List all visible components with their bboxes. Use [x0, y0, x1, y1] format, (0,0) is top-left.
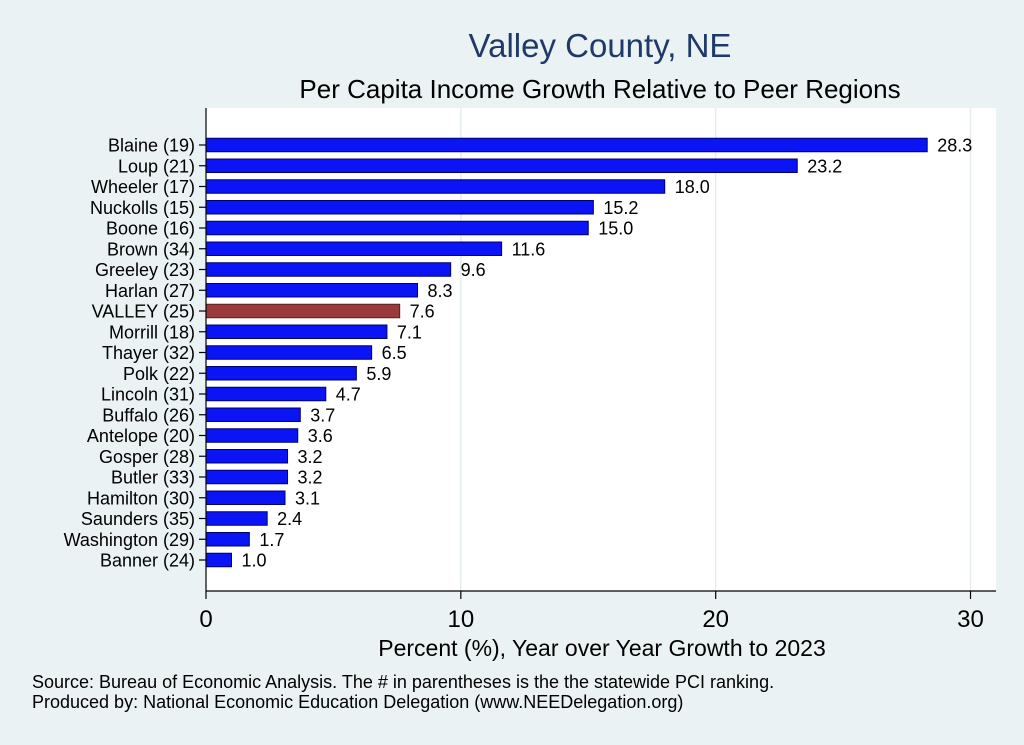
category-label: Brown (34) [107, 239, 195, 259]
bar [205, 490, 286, 505]
produced-by-note: Produced by: National Economic Education… [32, 692, 684, 712]
value-label: 1.0 [241, 551, 266, 571]
category-labels: Blaine (19)Loup (21)Wheeler (17)Nuckolls… [64, 136, 195, 571]
category-label: Thayer (32) [102, 343, 195, 363]
value-label: 15.0 [598, 219, 633, 239]
chart-title: Valley County, NE [468, 27, 732, 64]
bar [205, 241, 503, 256]
x-tick-label: 10 [447, 606, 474, 633]
value-label: 3.2 [298, 447, 323, 467]
x-tick-label: 30 [957, 606, 984, 633]
bar [205, 262, 452, 277]
value-label: 1.7 [259, 530, 284, 550]
category-label: Loup (21) [118, 156, 195, 176]
bar [205, 428, 299, 443]
category-label: Washington (29) [64, 530, 195, 550]
value-label: 9.6 [461, 260, 486, 280]
value-label: 28.3 [937, 136, 972, 156]
value-label: 8.3 [428, 281, 453, 301]
value-labels: 28.3 23.2 18.0 15.215.0 11.6 9.6 8.37.67.16.55… [241, 136, 972, 571]
bar [205, 366, 357, 381]
value-label: 5.9 [366, 364, 391, 384]
x-tick-label: 0 [199, 606, 212, 633]
category-label: Boone (16) [106, 219, 195, 239]
category-label: Blaine (19) [108, 136, 195, 156]
bar [205, 158, 798, 173]
category-label: Gosper (28) [99, 447, 195, 467]
category-label: Polk (22) [123, 364, 195, 384]
value-label: 7.6 [410, 302, 435, 322]
value-label: 3.7 [310, 405, 335, 425]
category-label: Antelope (20) [87, 426, 195, 446]
category-label: Banner (24) [100, 551, 195, 571]
category-label: Harlan (27) [105, 281, 195, 301]
bar [205, 345, 373, 360]
value-label: 4.7 [336, 385, 361, 405]
axes: 0 10 20 30 [199, 108, 996, 633]
category-label: Nuckolls (15) [90, 198, 195, 218]
bar [205, 511, 268, 526]
value-label: 11.6 [512, 239, 546, 259]
value-label: 18.0 [675, 177, 710, 197]
chart-subtitle: Per Capita Income Growth Relative to Pee… [299, 74, 901, 104]
category-label: Buffalo (26) [102, 405, 195, 425]
bar [205, 137, 928, 153]
category-label: Butler (33) [111, 468, 195, 488]
value-label: 2.4 [277, 509, 302, 529]
category-label: Greeley (23) [95, 260, 195, 280]
bar [205, 179, 666, 194]
category-label: Morrill (18) [109, 322, 195, 342]
bar [205, 407, 301, 422]
value-label: 7.1 [397, 322, 422, 342]
bar [205, 200, 594, 215]
value-label: 6.5 [382, 343, 407, 363]
bar [205, 283, 419, 298]
bar [205, 552, 232, 568]
value-label: 15.2 [603, 198, 638, 218]
x-axis-label: Percent (%), Year over Year Growth to 20… [378, 635, 826, 661]
source-note: Source: Bureau of Economic Analysis. The… [32, 672, 775, 692]
bar [205, 449, 289, 464]
bar [205, 324, 388, 339]
bar [205, 386, 327, 402]
value-label: 3.2 [298, 468, 323, 488]
category-label: Saunders (35) [81, 509, 195, 529]
x-tick-label: 20 [702, 606, 729, 633]
category-label: Hamilton (30) [87, 488, 195, 508]
value-label: 3.1 [295, 488, 320, 508]
category-label: VALLEY (25) [92, 302, 195, 322]
value-label: 3.6 [308, 426, 333, 446]
category-label: Lincoln (31) [101, 385, 195, 405]
category-label: Wheeler (17) [91, 177, 195, 197]
bar [205, 303, 401, 319]
bar [205, 220, 589, 236]
value-label: 23.2 [807, 156, 842, 176]
bar [205, 532, 250, 547]
bar [205, 469, 289, 485]
